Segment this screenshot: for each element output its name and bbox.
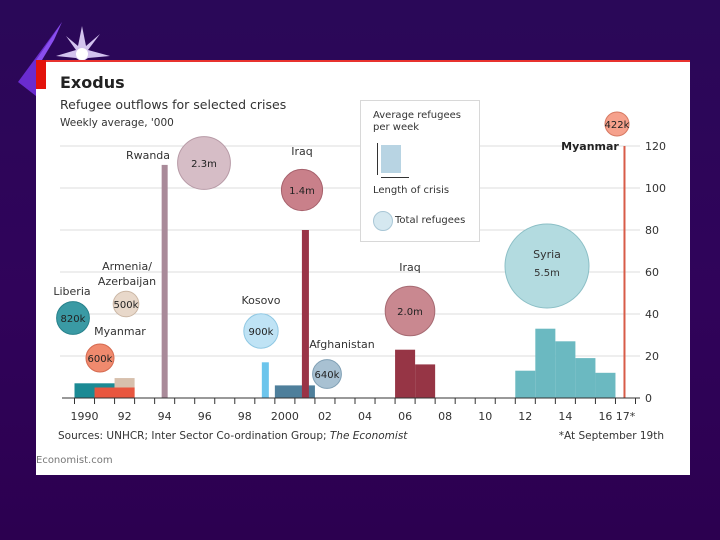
bubble-iraq [280, 168, 324, 212]
bar-iraq [301, 230, 309, 398]
x-tick-label: 12 [518, 410, 532, 423]
bubble-total: 600k [88, 354, 113, 365]
source-note: Sources: UNHCR; Inter Sector Co-ordinati… [58, 430, 407, 442]
y-tick-label: 20 [645, 350, 659, 363]
bubble-total: 1.4m [289, 186, 315, 197]
bubble-kosovo [243, 313, 279, 349]
bar-syria [535, 328, 556, 398]
bar-syria [575, 358, 596, 398]
legend-line2: per week [373, 122, 420, 133]
bubble-label: Myanmar [561, 140, 619, 153]
bubble-rwanda [177, 136, 231, 190]
bar-rwanda [161, 164, 168, 398]
legend-line1: Average refugees [373, 110, 462, 121]
bubble-total: 820k [61, 314, 86, 325]
source-italic: The Economist [329, 430, 408, 442]
x-tick-label: 06 [398, 410, 412, 423]
bar-syria [555, 341, 576, 398]
bubble-label: Iraq [291, 145, 313, 158]
x-tick-label: 98 [238, 410, 252, 423]
legend-bar-swatch [381, 145, 401, 173]
x-tick-label: 94 [158, 410, 172, 423]
bubble-myanmar [604, 111, 630, 137]
legend-y-axis-arrow-icon [377, 143, 378, 175]
legend-bar-label: Average refugees per week [373, 110, 461, 134]
bubble-label: Iraq [399, 261, 421, 274]
bubble-total: 422k [605, 120, 630, 131]
star-diamond-decoration [18, 22, 110, 96]
footnote: *At September 19th [558, 430, 664, 442]
bubble-label: Azerbaijan [98, 275, 156, 288]
bubble-syria [504, 223, 590, 309]
bubble-label: Afghanistan [309, 338, 375, 351]
bubble-total: 900k [249, 327, 274, 338]
bubble-label: Liberia [53, 285, 90, 298]
sparkle-icon [56, 26, 110, 62]
legend: Average refugees per week Length of cris… [360, 100, 480, 242]
x-tick-label: 04 [358, 410, 372, 423]
y-tick-label: 60 [645, 266, 659, 279]
legend-x-axis-arrow-icon [381, 177, 409, 178]
y-tick-label: 100 [645, 182, 666, 195]
chart-subtitle: Refugee outflows for selected crises [60, 97, 287, 112]
bubble-total: 2.3m [191, 159, 217, 170]
x-tick-label: 17* [616, 410, 636, 423]
bubble-afghanistan [312, 359, 342, 389]
bubble-total: 5.5m [534, 268, 560, 279]
x-tick-label: 08 [438, 410, 452, 423]
legend-bubble-label: Total refugees [395, 215, 466, 226]
bar-iraq [415, 364, 436, 398]
y-tick-label: 120 [645, 140, 666, 153]
x-tick-label: 16 [598, 410, 612, 423]
x-tick-label: 96 [198, 410, 212, 423]
bar-kosovo [261, 362, 269, 398]
bubble-total: 640k [315, 370, 340, 381]
bubble-label: Syria [533, 248, 561, 261]
bubble-liberia [56, 301, 90, 335]
bar-syria [595, 372, 616, 398]
diamond-shape [18, 22, 62, 96]
x-tick-label: 1990 [71, 410, 99, 423]
red-accent-bar [36, 60, 46, 89]
bubble-total: 2.0m [397, 307, 423, 318]
bubble-armenia-azerbaijan [112, 290, 140, 318]
y-tick-label: 0 [645, 392, 652, 405]
bubble-label: Kosovo [241, 294, 280, 307]
bar-myanmar [94, 387, 135, 398]
bar-myanmar [623, 146, 626, 398]
x-tick-label: 92 [118, 410, 132, 423]
diamond-highlight [36, 22, 62, 70]
x-tick-label: 14 [558, 410, 572, 423]
source-text: Sources: UNHCR; Inter Sector Co-ordinati… [58, 430, 330, 442]
brand-label: Economist.com [36, 455, 113, 466]
units-label: Weekly average, '000 [60, 117, 174, 129]
x-tick-label: 2000 [271, 410, 299, 423]
bubble-label: Armenia/ [102, 260, 152, 273]
y-tick-label: 80 [645, 224, 659, 237]
bubble-myanmar [85, 343, 115, 373]
bar-syria [515, 370, 536, 398]
bubble-iraq [384, 285, 436, 337]
legend-bubble-swatch [373, 211, 393, 231]
bar-iraq [395, 349, 416, 398]
bubble-label: Myanmar [94, 325, 146, 338]
chart-title: Exodus [60, 73, 125, 92]
y-tick-label: 40 [645, 308, 659, 321]
bubble-total: 500k [114, 300, 139, 311]
x-tick-label: 10 [478, 410, 492, 423]
bubble-label: Rwanda [126, 149, 170, 162]
x-tick-label: 02 [318, 410, 332, 423]
legend-axis-label: Length of crisis [373, 185, 450, 196]
